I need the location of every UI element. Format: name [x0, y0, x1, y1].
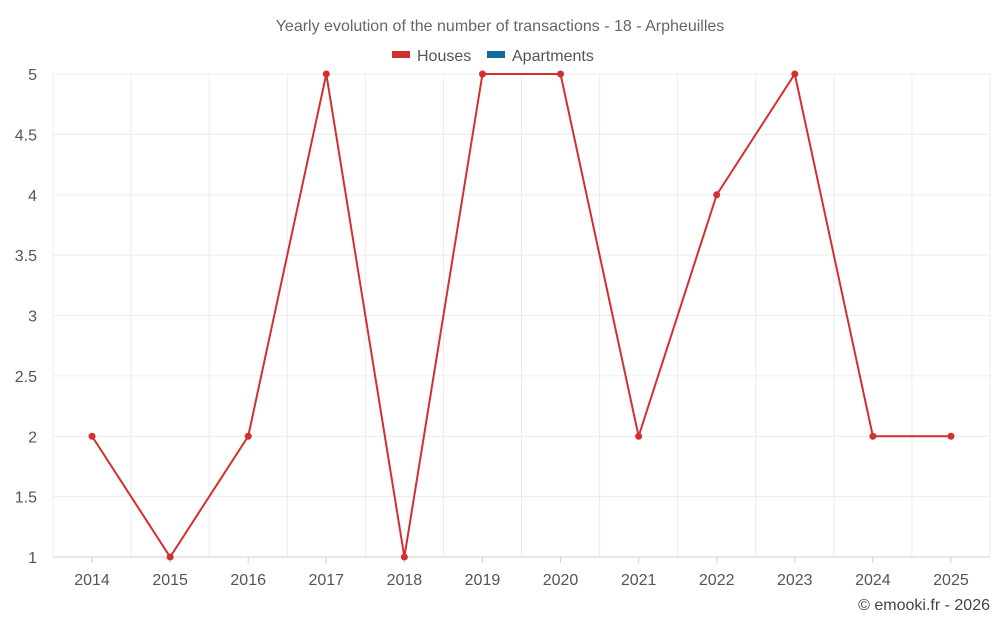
x-tick-label: 2015	[152, 572, 188, 589]
x-tick-label: 2018	[387, 572, 423, 589]
x-tick-label: 2023	[777, 572, 813, 589]
x-tick-label: 2021	[621, 572, 657, 589]
data-point-houses-2018[interactable]	[400, 553, 408, 561]
data-point-houses-2014[interactable]	[88, 432, 96, 440]
legend-label-houses[interactable]: Houses	[417, 48, 471, 65]
data-point-houses-2017[interactable]	[322, 70, 330, 78]
x-tick-label: 2022	[699, 572, 735, 589]
x-tick-label: 2016	[230, 572, 266, 589]
data-point-houses-2015[interactable]	[166, 553, 174, 561]
y-tick-label: 2	[28, 429, 37, 446]
y-tick-label: 4.5	[15, 127, 37, 144]
y-tick-label: 3.5	[15, 248, 37, 265]
data-point-houses-2016[interactable]	[244, 432, 252, 440]
legend-swatch-apartments[interactable]	[487, 51, 505, 58]
chart-title: Yearly evolution of the number of transa…	[276, 18, 725, 35]
data-point-houses-2021[interactable]	[635, 432, 643, 440]
x-tick-label: 2014	[74, 572, 110, 589]
grid-lines	[52, 73, 991, 557]
y-tick-label: 1	[28, 550, 37, 567]
x-tick-label: 2017	[308, 572, 344, 589]
data-point-houses-2024[interactable]	[869, 432, 877, 440]
y-tick-label: 5	[28, 67, 37, 84]
y-tick-label: 1.5	[15, 490, 37, 507]
data-point-houses-2023[interactable]	[791, 70, 799, 78]
y-tick-label: 3	[28, 309, 37, 326]
legend-label-apartments[interactable]: Apartments	[512, 48, 594, 65]
y-tick-label: 4	[28, 188, 37, 205]
legend-swatch-houses[interactable]	[392, 51, 410, 58]
x-tick-label: 2024	[855, 572, 891, 589]
series-line-houses	[91, 71, 951, 559]
series-layer	[88, 70, 955, 561]
x-tick-label: 2019	[465, 572, 501, 589]
data-point-houses-2022[interactable]	[713, 191, 721, 199]
data-point-houses-2025[interactable]	[947, 432, 955, 440]
x-tick-label: 2020	[543, 572, 579, 589]
data-point-houses-2019[interactable]	[478, 70, 486, 78]
legend: Houses Apartments	[392, 48, 594, 65]
credit-text: © emooki.fr - 2026	[858, 597, 990, 614]
x-axis-ticks: 2014 2015 2016 2017 2018 2019 2020 2021 2022 2023…	[74, 557, 969, 589]
y-axis-ticks: 1 1.5 2 2.5 3 3.5 4 4.5 5	[15, 67, 37, 567]
data-point-houses-2020[interactable]	[557, 70, 565, 78]
y-tick-label: 2.5	[15, 369, 37, 386]
x-tick-label: 2025	[933, 572, 969, 589]
